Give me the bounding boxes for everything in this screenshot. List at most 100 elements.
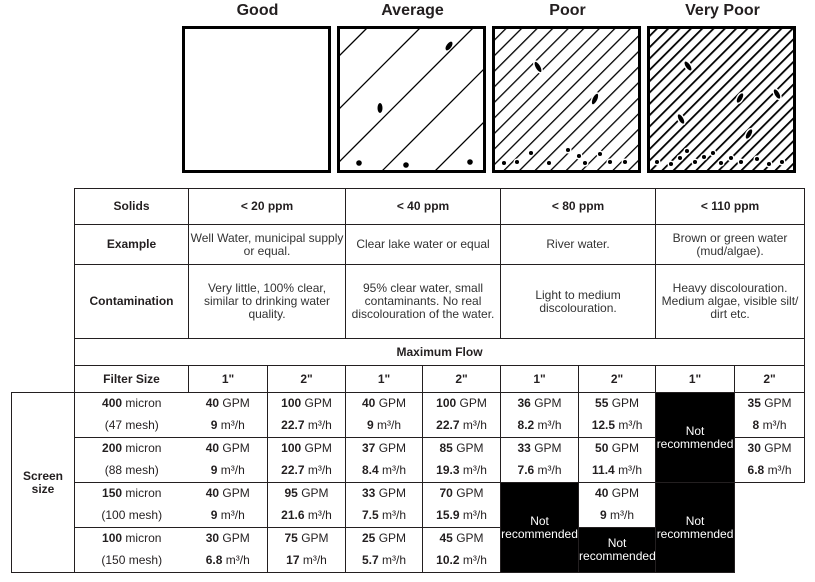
solids-label: Solids <box>74 188 189 225</box>
poor-water-illustration <box>492 26 641 173</box>
example-row: Example Well Water, municipal supply or … <box>12 224 806 265</box>
example-average: Clear lake water or equal <box>345 224 502 265</box>
m3h-cell: 8.2 m³/h <box>500 414 580 438</box>
contamination-row: Contamination Very little, 100% clear, s… <box>12 264 806 339</box>
screen-100-m3h-row: (150 mesh) 6.8 m³/h 17 m³/h 5.7 m³/h 10.… <box>12 549 805 573</box>
m3h-cell: 15.9 m³/h <box>422 504 502 528</box>
gpm-cell: 100 GPM <box>422 392 502 415</box>
example-very-poor: Brown or green water (mud/algae). <box>655 224 806 265</box>
contamination-poor: Light to medium discolouration. <box>500 264 657 339</box>
gpm-cell: 36 GPM <box>500 392 580 415</box>
m3h-cell: 22.7 m³/h <box>422 414 502 438</box>
contamination-average: 95% clear water, small contaminants. No … <box>345 264 502 339</box>
example-poor: River water. <box>500 224 657 265</box>
gpm-cell: 30 GPM <box>188 527 268 550</box>
gpm-cell: 33 GPM <box>345 482 424 505</box>
gpm-cell: 30 GPM <box>734 437 806 460</box>
gpm-cell: 45 GPM <box>422 527 502 550</box>
solids-poor: < 80 ppm <box>500 188 657 225</box>
gpm-cell: 40 GPM <box>188 482 268 505</box>
gpm-cell: 95 GPM <box>267 482 347 505</box>
example-good: Well Water, municipal supply or equal. <box>187 224 347 265</box>
screen-100-gpm-row: 100 micron 30 GPM 75 GPM 25 GPM 45 GPM N… <box>12 527 805 573</box>
filter-size-cell: 2" <box>578 365 657 393</box>
screen-400-m3h-row: (47 mesh) 9 m³/h 22.7 m³/h 9 m³/h 22.7 m… <box>12 414 806 438</box>
filter-size-cell: 1" <box>655 365 736 393</box>
filter-size-cell: 2" <box>266 365 347 393</box>
m3h-cell: 11.4 m³/h <box>578 459 657 483</box>
good-water-illustration <box>182 26 331 173</box>
filter-size-cell: 1" <box>188 365 268 393</box>
m3h-cell: 5.7 m³/h <box>345 549 424 573</box>
filter-size-cell: 2" <box>422 365 502 393</box>
screen-400-gpm-row: Screen size 400 micron 40 GPM 100 GPM 40… <box>11 392 806 573</box>
mesh-cell: (100 mesh) <box>74 504 189 528</box>
header-average: Average <box>381 2 444 19</box>
not-recommended-block: Not recommended <box>655 392 736 483</box>
micron-cell: 400 micron <box>74 392 189 415</box>
m3h-cell: 6.8 m³/h <box>734 459 806 483</box>
screen-150-gpm-row: 150 micron 40 GPM 95 GPM 33 GPM 70 GPM N… <box>12 482 805 573</box>
m3h-cell: 22.7 m³/h <box>267 414 347 438</box>
not-recommended-block: Not recommended <box>655 482 736 573</box>
gpm-cell: 70 GPM <box>422 482 502 505</box>
header-very-poor: Very Poor <box>685 2 760 19</box>
filter-size-cell: 1" <box>345 365 424 393</box>
m3h-cell: 9 m³/h <box>188 459 268 483</box>
contamination-label: Contamination <box>74 264 189 339</box>
filter-size-cell: 1" <box>500 365 580 393</box>
gpm-cell: 100 GPM <box>267 437 347 460</box>
not-recommended-block: Not recommended <box>578 527 657 573</box>
gpm-cell: 40 GPM <box>188 392 268 415</box>
mesh-cell: (150 mesh) <box>74 549 189 573</box>
screen-150-m3h-row: (100 mesh) 9 m³/h 21.6 m³/h 7.5 m³/h 15.… <box>12 504 805 528</box>
m3h-cell: 17 m³/h <box>267 549 347 573</box>
flow-table: Solids < 20 ppm < 40 ppm < 80 ppm < 110 … <box>11 188 806 573</box>
m3h-cell: 10.2 m³/h <box>422 549 502 573</box>
solids-row: Solids < 20 ppm < 40 ppm < 80 ppm < 110 … <box>12 188 806 225</box>
solids-very-poor: < 110 ppm <box>655 188 806 225</box>
gpm-cell: 50 GPM <box>578 437 657 460</box>
m3h-cell: 19.3 m³/h <box>422 459 502 483</box>
screen-200-gpm-row: 200 micron 40 GPM 100 GPM 37 GPM 85 GPM … <box>12 437 806 460</box>
gpm-cell: 85 GPM <box>422 437 502 460</box>
gpm-cell: 100 GPM <box>267 392 347 415</box>
solids-good: < 20 ppm <box>187 188 347 225</box>
gpm-cell: 40 GPM <box>578 482 657 505</box>
filter-size-cell: 2" <box>734 365 806 393</box>
micron-cell: 100 micron <box>74 527 189 550</box>
screen-200-m3h-row: (88 mesh) 9 m³/h 22.7 m³/h 8.4 m³/h 19.3… <box>12 459 806 483</box>
m3h-cell: 9 m³/h <box>188 504 268 528</box>
screen-size-label: Screen size <box>11 392 75 573</box>
gpm-cell: 25 GPM <box>345 527 424 550</box>
gpm-cell: 75 GPM <box>267 527 347 550</box>
maximum-flow-row: Maximum Flow <box>12 338 806 366</box>
average-water-illustration <box>337 26 486 173</box>
micron-cell: 150 micron <box>74 482 189 505</box>
gpm-cell: 35 GPM <box>734 392 806 415</box>
m3h-cell: 7.6 m³/h <box>500 459 580 483</box>
gpm-cell: 37 GPM <box>345 437 424 460</box>
maximum-flow-title: Maximum Flow <box>73 338 806 366</box>
mesh-cell: (47 mesh) <box>74 414 189 438</box>
m3h-cell: 8.4 m³/h <box>345 459 424 483</box>
m3h-cell: 9 m³/h <box>578 504 657 528</box>
m3h-cell: 9 m³/h <box>188 414 268 438</box>
header-good: Good <box>236 2 279 19</box>
m3h-cell: 21.6 m³/h <box>267 504 347 528</box>
m3h-cell: 7.5 m³/h <box>345 504 424 528</box>
m3h-cell: 12.5 m³/h <box>578 414 657 438</box>
gpm-cell: 33 GPM <box>500 437 580 460</box>
header-poor: Poor <box>549 2 586 19</box>
m3h-cell: 9 m³/h <box>345 414 424 438</box>
filter-size-label: Filter Size <box>74 365 189 393</box>
gpm-cell: 40 GPM <box>188 437 268 460</box>
m3h-cell: 6.8 m³/h <box>188 549 268 573</box>
contamination-very-poor: Heavy discolouration. Medium algae, visi… <box>655 264 806 339</box>
solids-average: < 40 ppm <box>345 188 502 225</box>
gpm-cell: 55 GPM <box>578 392 657 415</box>
example-label: Example <box>74 224 189 265</box>
not-recommended-block: Not recommended <box>500 482 580 573</box>
m3h-cell: 22.7 m³/h <box>267 459 347 483</box>
very-poor-water-illustration <box>647 26 796 173</box>
